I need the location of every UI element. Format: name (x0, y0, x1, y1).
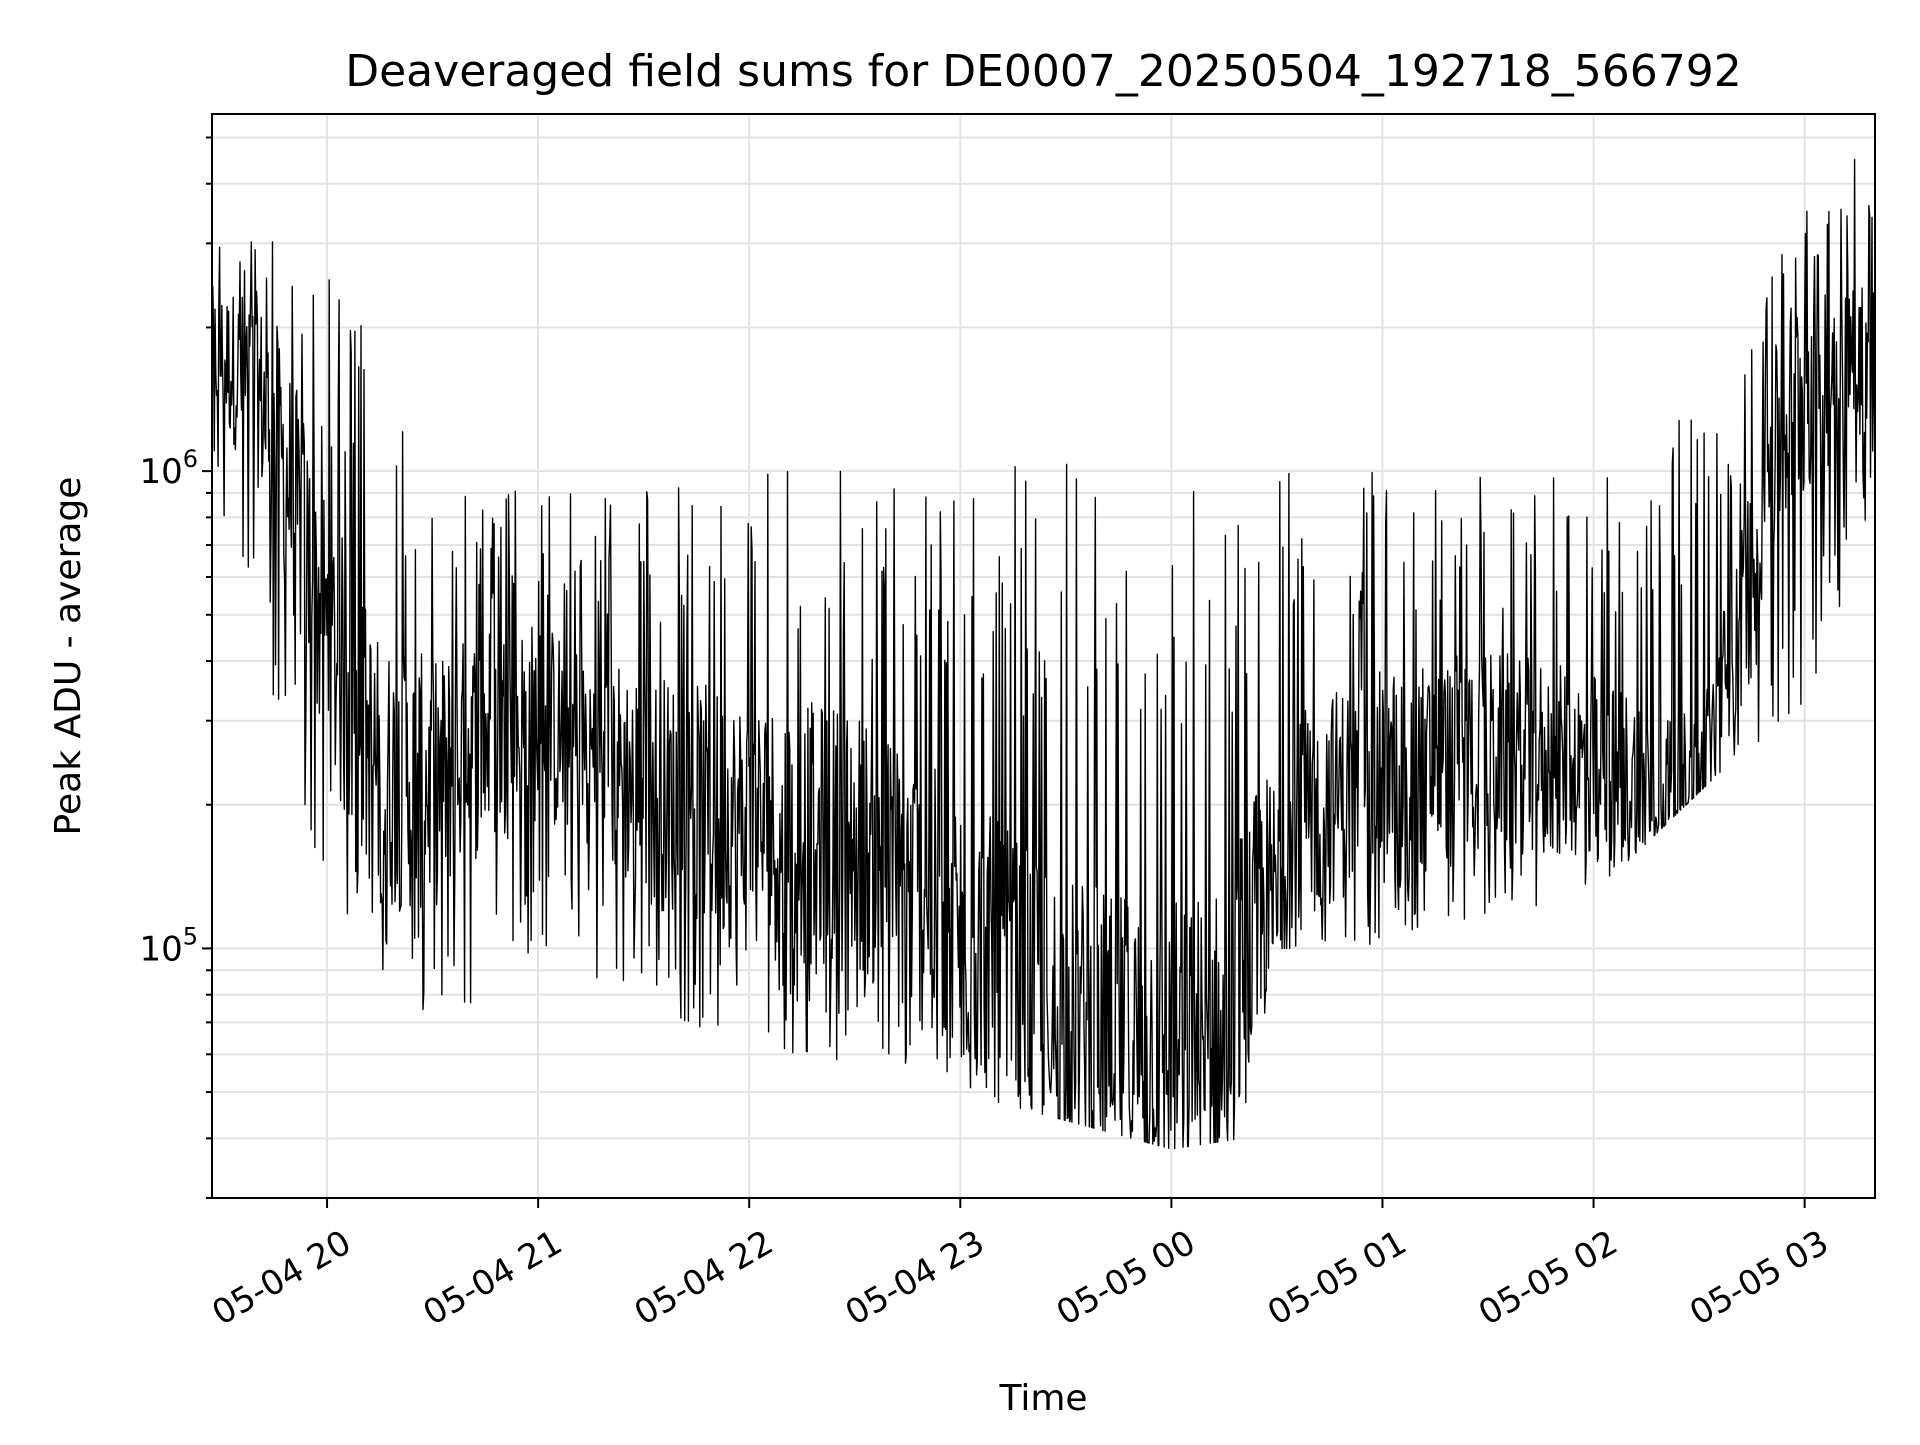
y-tick-label: 106 (139, 445, 198, 492)
x-tick-label: 05-05 03 (1683, 1223, 1835, 1334)
x-tick-label: 05-04 22 (628, 1223, 780, 1334)
x-tick-label: 05-04 20 (206, 1223, 358, 1334)
x-tick-label: 05-05 00 (1050, 1223, 1202, 1334)
y-axis-label: Peak ADU - average (48, 477, 89, 836)
x-tick-label: 05-04 21 (417, 1223, 569, 1334)
plot-frame (211, 113, 1876, 1199)
x-tick-label: 05-05 02 (1472, 1223, 1624, 1334)
y-tick-label: 105 (139, 922, 198, 969)
chart-title: Deaveraged field sums for DE0007_2025050… (345, 46, 1742, 97)
x-tick-label: 05-04 23 (839, 1223, 991, 1334)
series-line-group (211, 158, 1876, 1150)
x-axis-label: Time (998, 1378, 1087, 1419)
series-line (211, 158, 1876, 1150)
x-tick-label: 05-05 01 (1261, 1223, 1413, 1334)
